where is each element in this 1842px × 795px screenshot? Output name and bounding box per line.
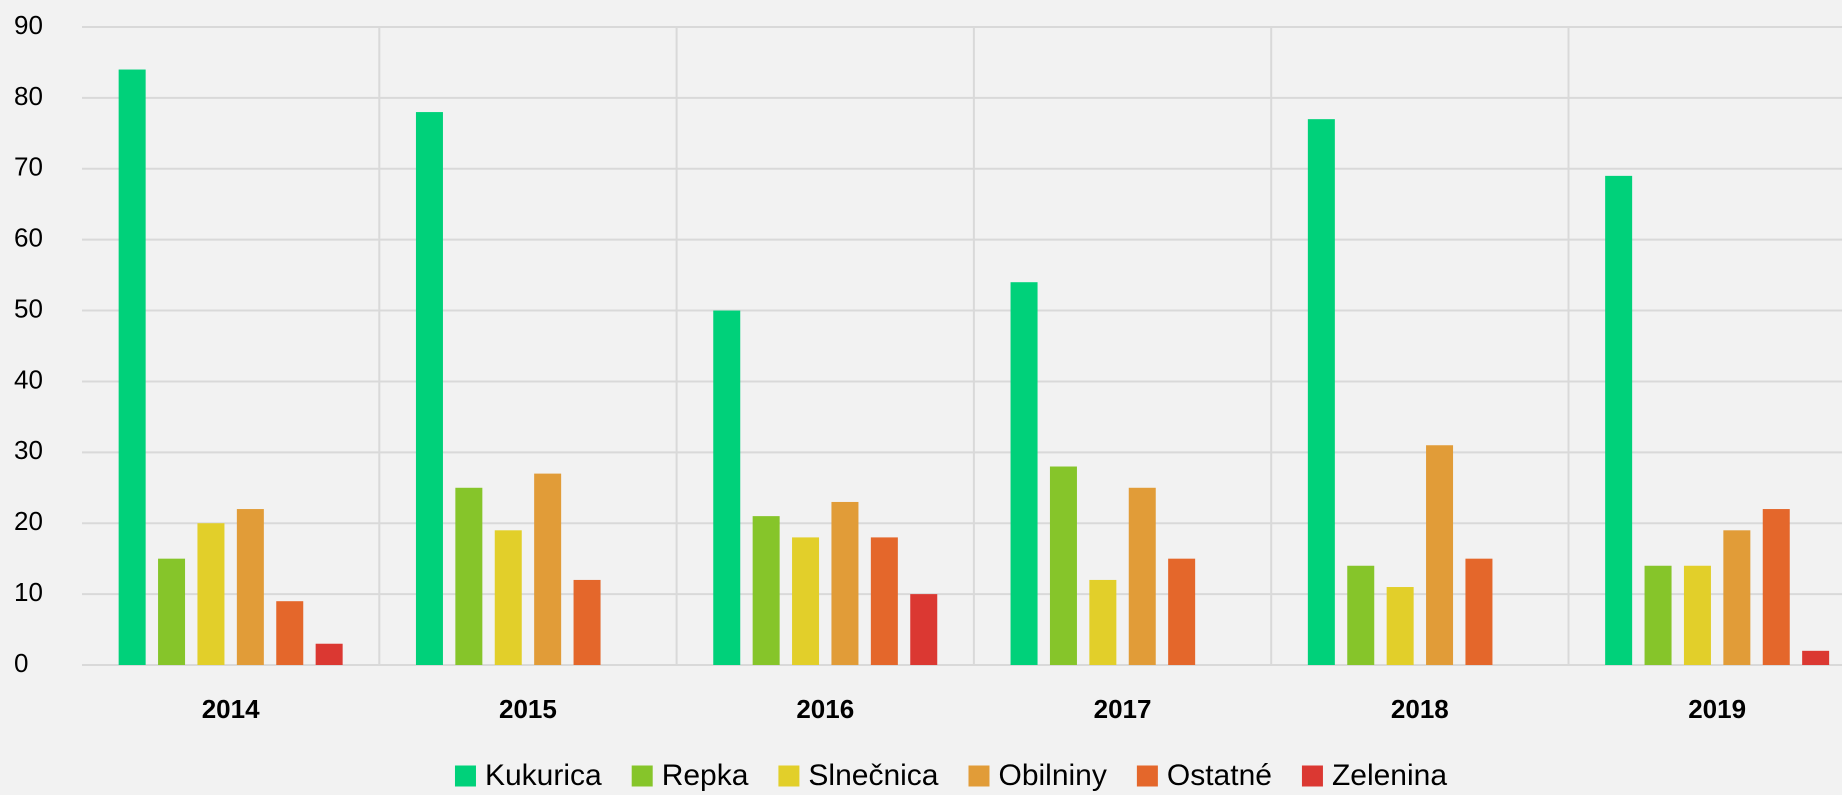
x-tick-label: 2018 [1391,694,1449,724]
bar [870,537,898,665]
bar [276,601,304,665]
y-tick-label: 40 [14,364,43,394]
bar [1465,558,1493,665]
bar [1802,650,1830,665]
legend-swatch [1136,765,1158,787]
bar [1605,175,1633,665]
x-tick-label: 2014 [202,694,260,724]
bar [1723,530,1751,665]
y-tick-label: 20 [14,506,43,536]
legend-swatch [631,765,653,787]
bar [1049,466,1077,665]
legend-label: Ostatné [1167,759,1272,792]
bar [573,579,601,665]
bar [752,516,780,665]
bar [1347,565,1375,665]
legend-swatch [968,765,990,787]
bar [415,112,443,666]
bar [197,523,225,665]
bar [910,594,938,665]
bar [1386,587,1414,665]
bar [534,473,562,665]
y-tick-label: 90 [14,10,43,40]
legend-label: Obilniny [998,759,1106,792]
legend-label: Slnečnica [808,759,938,792]
y-tick-label: 70 [14,152,43,182]
x-tick-label: 2016 [796,694,854,724]
bar [158,558,186,665]
y-tick-label: 10 [14,577,43,607]
bar [1089,579,1117,665]
y-tick-label: 30 [14,435,43,465]
y-tick-label: 60 [14,223,43,253]
bar [1683,565,1711,665]
bar [236,509,264,665]
bar [1644,565,1672,665]
bar [1762,509,1790,665]
bar [1426,445,1454,665]
bar [118,69,146,666]
bar [1168,558,1196,665]
bar [494,530,522,665]
legend-label: Kukurica [485,759,602,792]
x-tick-label: 2015 [499,694,557,724]
bar [455,487,483,665]
legend-swatch [778,765,800,787]
bar [713,310,741,665]
bar [1307,119,1335,665]
x-tick-label: 2017 [1094,694,1152,724]
legend-label: Repka [662,759,749,792]
bar [792,537,820,665]
x-tick-label: 2019 [1688,694,1746,724]
legend-label: Zelenina [1332,759,1447,792]
y-tick-label: 50 [14,293,43,323]
bar [315,643,343,665]
y-tick-label: 0 [14,648,28,678]
legend-swatch [1301,765,1323,787]
y-tick-label: 80 [14,81,43,111]
bar [1010,282,1038,665]
bar [1128,487,1156,665]
legend-swatch [454,765,476,787]
bar [831,501,859,665]
